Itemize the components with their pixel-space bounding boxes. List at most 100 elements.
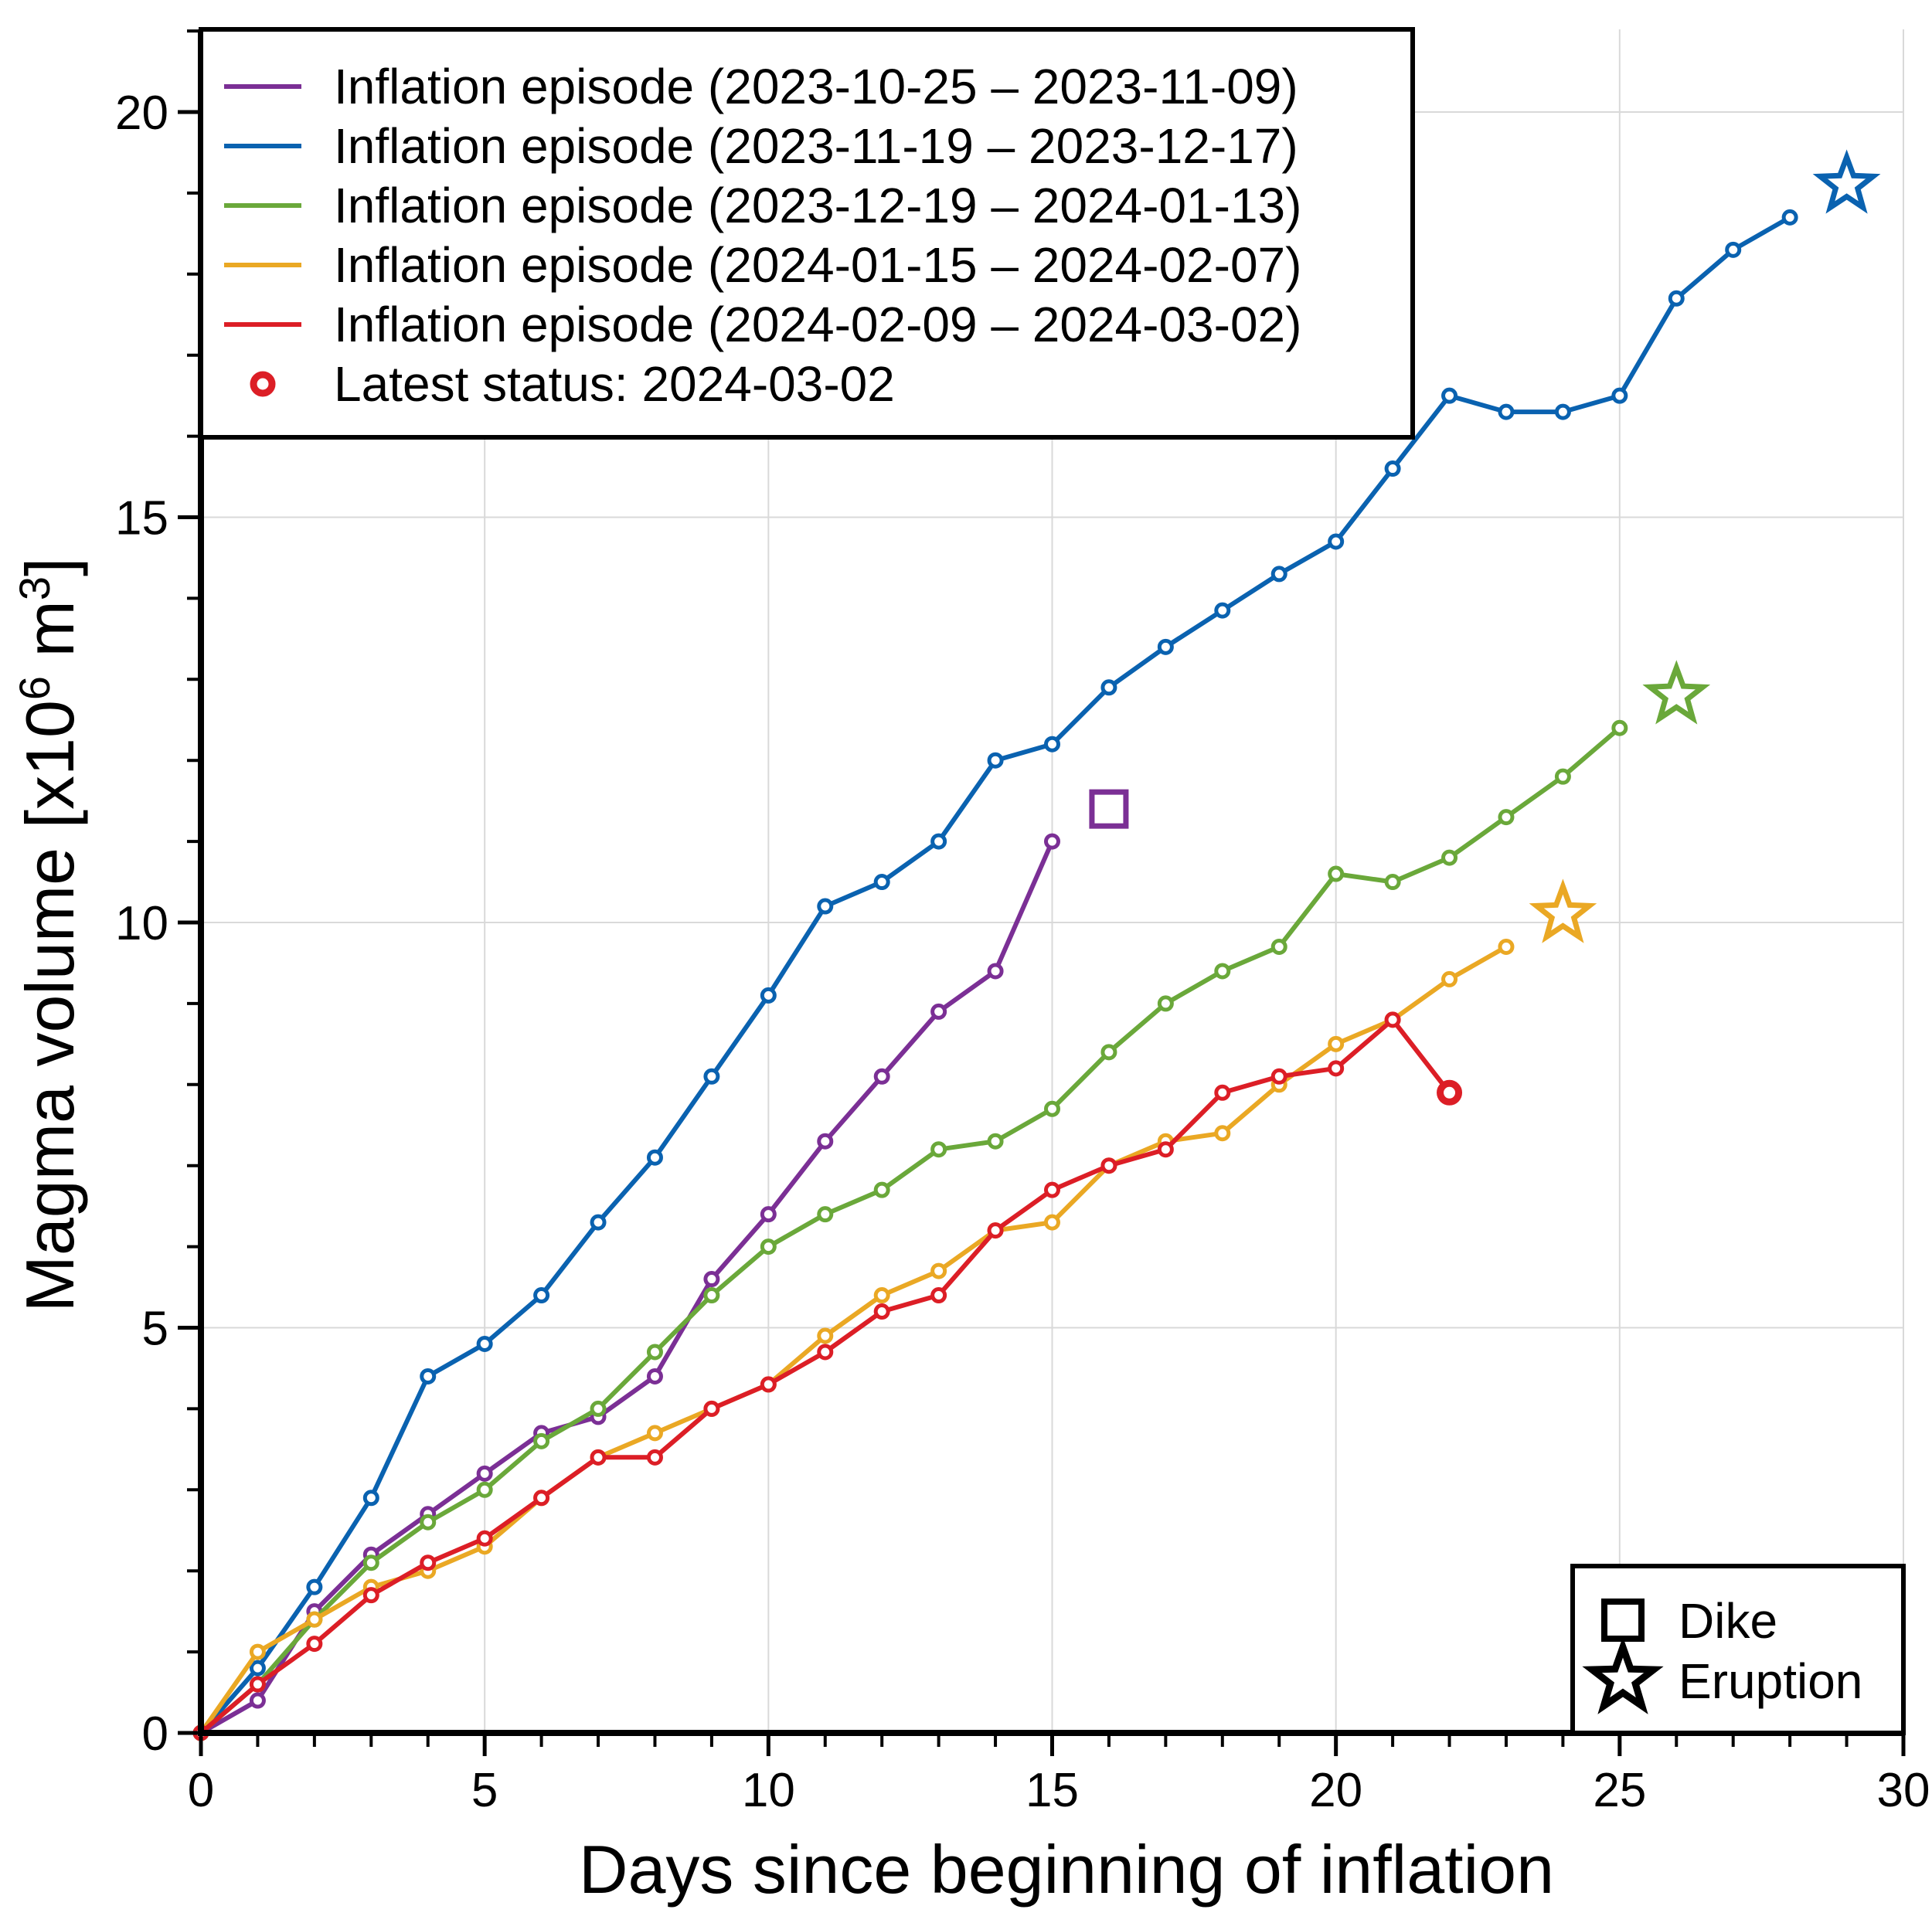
data-point	[873, 1287, 890, 1304]
eruption-marker	[1812, 149, 1881, 214]
eruption-legend-icon	[1582, 1636, 1664, 1714]
data-point	[1668, 290, 1685, 307]
data-point	[1157, 638, 1174, 655]
data-point	[533, 1432, 550, 1449]
data-point	[1270, 566, 1287, 583]
data-point	[930, 1262, 947, 1279]
legend-label: Inflation episode (2024-02-09 – 2024-03-…	[334, 297, 1301, 352]
legend-latest-marker	[250, 371, 276, 397]
data-point	[249, 1692, 266, 1709]
data-point	[1554, 403, 1571, 420]
marker-legend-box	[1570, 1564, 1906, 1735]
legend-label: Inflation episode (2024-01-15 – 2024-02-…	[334, 237, 1301, 293]
y-tick-label: 15	[115, 492, 168, 545]
data-point	[930, 833, 947, 850]
y-tick-label: 5	[142, 1303, 168, 1356]
data-point	[1725, 241, 1742, 258]
latest-status-marker	[1437, 1079, 1463, 1106]
dike-legend-label: Dike	[1679, 1593, 1777, 1649]
data-point	[362, 1587, 379, 1604]
data-point	[703, 1271, 720, 1288]
data-point	[873, 1181, 890, 1198]
data-point	[817, 1344, 834, 1361]
x-tick-label: 20	[1309, 1764, 1362, 1817]
series-line	[199, 840, 1055, 1735]
data-point	[760, 1238, 777, 1255]
data-point	[420, 1514, 437, 1531]
data-point	[646, 1344, 663, 1361]
data-point	[1270, 938, 1287, 955]
x-tick-label: 30	[1877, 1764, 1930, 1817]
eruption-marker	[1529, 878, 1597, 943]
data-point	[533, 1490, 550, 1507]
data-point	[590, 1449, 607, 1466]
data-point	[1044, 1214, 1060, 1231]
y-tick-label: 10	[115, 897, 168, 950]
data-point	[1441, 849, 1458, 866]
series-line	[199, 1017, 1451, 1735]
data-point	[703, 1068, 720, 1085]
data-point	[1328, 865, 1345, 882]
data-point	[873, 1303, 890, 1320]
x-tick-label: 25	[1593, 1764, 1646, 1817]
data-point	[1044, 1181, 1060, 1198]
data-point	[476, 1530, 493, 1547]
data-point	[760, 987, 777, 1004]
data-point	[362, 1554, 379, 1571]
data-point	[987, 1222, 1004, 1239]
data-point	[760, 1206, 777, 1223]
dike-marker	[1089, 789, 1129, 829]
data-point	[646, 1149, 663, 1166]
data-point	[1611, 719, 1628, 736]
data-point	[987, 963, 1004, 980]
x-axis-label: Days since beginning of inflation	[579, 1831, 1554, 1908]
x-tick-label: 15	[1026, 1764, 1079, 1817]
data-point	[1611, 387, 1628, 404]
data-point	[1214, 602, 1231, 619]
data-point	[703, 1287, 720, 1304]
data-point	[1214, 1084, 1231, 1101]
y-tick-label: 20	[115, 87, 168, 140]
data-point	[1328, 1035, 1345, 1052]
x-tick-label: 5	[471, 1764, 498, 1817]
series-4	[192, 878, 1597, 1741]
data-point	[1100, 1044, 1117, 1061]
data-point	[476, 1335, 493, 1352]
legend-label: Inflation episode (2023-12-19 – 2024-01-…	[334, 178, 1301, 233]
data-point	[1270, 1068, 1287, 1085]
data-point	[703, 1400, 720, 1417]
data-point	[817, 1327, 834, 1344]
eruption-legend-label: Eruption	[1679, 1653, 1862, 1709]
series-group	[192, 149, 1881, 1741]
data-point	[249, 1676, 266, 1693]
data-point	[306, 1611, 323, 1628]
series-line	[199, 944, 1508, 1734]
data-point	[1157, 995, 1174, 1012]
x-tick-label: 0	[188, 1764, 214, 1817]
data-point	[817, 1206, 834, 1223]
data-point	[1498, 938, 1515, 955]
series-3	[192, 660, 1711, 1741]
data-point	[1328, 1060, 1345, 1077]
data-point	[987, 752, 1004, 769]
series-2	[192, 149, 1881, 1741]
data-point	[817, 1133, 834, 1150]
data-point	[1498, 809, 1515, 826]
data-point	[1441, 970, 1458, 987]
data-point	[533, 1287, 550, 1304]
data-point	[1100, 1157, 1117, 1174]
data-point	[1044, 736, 1060, 753]
data-point	[1214, 963, 1231, 980]
eruption-marker	[1642, 660, 1711, 725]
legend-latest-label: Latest status: 2024-03-02	[334, 356, 895, 412]
data-point	[1328, 533, 1345, 550]
data-point	[646, 1425, 663, 1442]
data-point	[420, 1368, 437, 1384]
data-point	[930, 1003, 947, 1020]
data-point	[1384, 460, 1401, 477]
data-point	[646, 1449, 663, 1466]
legend: Inflation episode (2023-10-25 – 2023-11-…	[199, 27, 1415, 440]
data-point	[1441, 387, 1458, 404]
